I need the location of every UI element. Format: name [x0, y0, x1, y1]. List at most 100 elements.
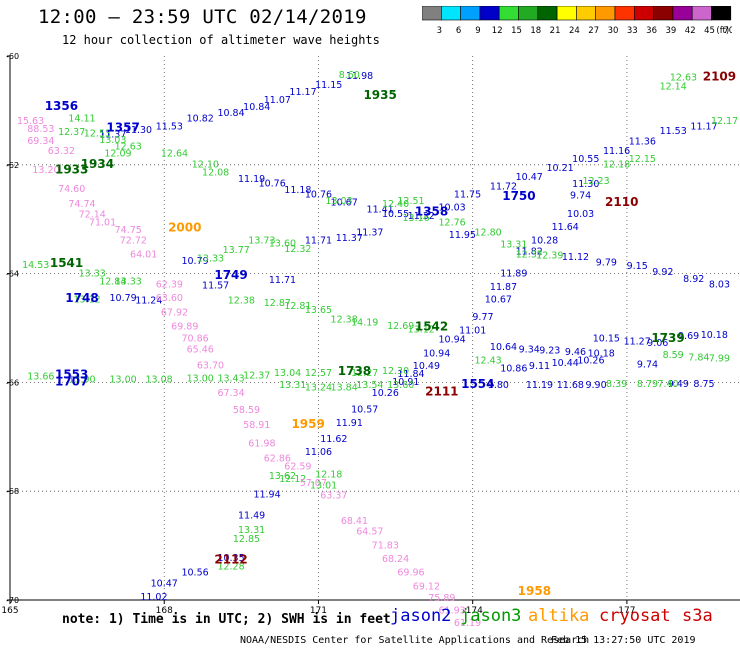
altika-swh-point: 61.93	[439, 606, 466, 617]
altika-swh-point: 68.41	[341, 516, 368, 527]
jason3-swh-point: 12.14	[660, 82, 687, 93]
jason3-swh-point: 12.40	[382, 199, 409, 210]
pass-time-label: 2112	[214, 553, 247, 567]
jason3-swh-point: 12.57	[305, 368, 332, 379]
jason3-swh-point: 13.12	[74, 294, 101, 305]
jason2-swh-point: 10.57	[351, 404, 378, 415]
altika-swh-point: 74.75	[115, 225, 142, 236]
jason2-swh-point: 11.36	[629, 137, 656, 148]
jason3-swh-point: 12.18	[315, 470, 342, 481]
altika-swh-point: 72.72	[120, 236, 147, 247]
jason2-swh-point: 11.49	[238, 510, 265, 521]
jason2-swh-point: 11.57	[202, 280, 229, 291]
jason2-swh-point: 10.82	[187, 113, 214, 124]
jason3-swh-point: 13.54	[356, 380, 383, 391]
jason3-swh-point: 13.00	[109, 374, 136, 385]
jason3-swh-point: 12.84	[99, 276, 126, 287]
jason3-swh-point: 13.08	[145, 374, 172, 385]
jason3-swh-point: 12.15	[629, 154, 656, 165]
jason2-swh-point: 11.01	[459, 325, 486, 336]
jason3-swh-point: 13.33	[79, 268, 106, 279]
jason2-swh-point: 11.71	[269, 275, 296, 286]
pass-time-label: 1748	[65, 291, 98, 305]
jason3-swh-point: 13.77	[223, 245, 250, 256]
altika-swh-point: 64.01	[130, 249, 157, 260]
jason2-swh-point: 10.79	[181, 256, 208, 267]
y-tick-label: -68	[6, 487, 19, 496]
legend-s3a: s3a	[682, 606, 713, 626]
jason2-swh-point: 11.32	[408, 211, 435, 222]
jason2-swh-point: 11.37	[356, 228, 383, 239]
jason2-swh-point: 9.77	[472, 312, 493, 323]
pass-time-label: 1738	[338, 364, 371, 378]
jason2-swh-point: 9.06	[647, 338, 668, 349]
jason3-swh-point: 14.11	[68, 113, 95, 124]
color-bin-label: 70	[723, 26, 732, 36]
jason2-swh-point: 9.90	[585, 380, 606, 391]
jason2-swh-point: 11.84	[397, 369, 424, 380]
jason2-swh-point: 11.91	[336, 418, 363, 429]
altika-swh-point: 58.59	[233, 405, 260, 416]
jason2-swh-point: 10.26	[577, 355, 604, 366]
color-scale-unit: (ft)	[716, 26, 729, 36]
legend-cryosat: cryosat	[599, 606, 671, 626]
altika-swh-point: 62.39	[156, 280, 183, 291]
pass-time-label: 2111	[425, 384, 458, 398]
pass-time-label: 1707	[55, 375, 88, 389]
jason2-swh-point: 11.71	[305, 236, 332, 247]
jason2-swh-point: 10.84	[243, 102, 270, 113]
jason3-swh-point: 12.32	[284, 244, 311, 255]
jason3-swh-point: 8.79	[637, 379, 658, 390]
jason3-swh-point: 13.24	[305, 383, 332, 394]
altika-swh-point: 74.60	[58, 184, 85, 195]
jason2-swh-point: 11.17	[289, 87, 316, 98]
jason2-swh-point: 11.30	[125, 125, 152, 136]
altika-swh-point: 63.37	[320, 490, 347, 501]
altika-swh-point: 67.92	[161, 307, 188, 318]
jason3-swh-point: 13.12	[408, 324, 435, 335]
jason2-swh-point: 9.34	[519, 344, 540, 355]
jason2-swh-point: 10.21	[546, 163, 573, 174]
jason2-swh-point: 9.49	[668, 379, 689, 390]
jason2-swh-point: 11.82	[516, 247, 543, 258]
altika-swh-point: 13.20	[32, 165, 59, 176]
jason3-swh-point: 13.43	[217, 373, 244, 384]
pass-time-label: 1959	[291, 417, 324, 431]
jason3-swh-point: 13.65	[305, 305, 332, 316]
altika-swh-point: 64.57	[356, 527, 383, 538]
jason3-swh-point: 13.60	[269, 238, 296, 249]
jason3-swh-point: 12.08	[202, 168, 229, 179]
color-bin-label: 39	[665, 26, 676, 36]
chart-subtitle: 12 hour collection of altimeter wave hei…	[62, 33, 380, 47]
jason2-swh-point: 11.94	[253, 490, 280, 501]
legend-jason3: jason3	[460, 606, 522, 626]
jason2-swh-point: 9.15	[627, 261, 648, 272]
altika-swh-point: 62.59	[284, 461, 311, 472]
swh-color-scale: 3 6 9 12 15 18 21 24 27 30 33 36 39 42 45 70(ft)	[422, 6, 732, 36]
pass-time-label: 1750	[502, 189, 535, 203]
jason3-swh-point: 7.99	[709, 354, 730, 365]
jason2-swh-point: 9.23	[539, 346, 560, 357]
footer-note: note: 1) Time is in UTC; 2) SWH is in fe…	[62, 612, 391, 627]
altika-swh-point: 71.83	[372, 540, 399, 551]
jason2-swh-point: 10.55	[572, 154, 599, 165]
pass-time-label: 1933	[55, 163, 88, 177]
pass-time-label: 1554	[461, 377, 494, 391]
jason2-swh-point: 11.53	[156, 121, 183, 132]
pass-time-label: 2109	[703, 69, 736, 83]
jason2-swh-point: 10.79	[109, 293, 136, 304]
color-bin-label: 42	[685, 26, 696, 36]
jason3-swh-point: 13.90	[68, 374, 95, 385]
color-bin-label: 3	[437, 26, 442, 36]
altika-swh-point: 57.07	[300, 478, 327, 489]
jason2-swh-point: 8.75	[693, 379, 714, 390]
jason2-swh-point: 11.19	[526, 380, 553, 391]
jason3-swh-point: 13.33	[115, 276, 142, 287]
jason2-swh-point: 11.19	[238, 174, 265, 185]
jason3-swh-point: 13.03	[99, 135, 126, 146]
jason2-swh-point: 10.35	[217, 553, 244, 564]
jason2-swh-point: 10.76	[259, 179, 286, 190]
jason3-swh-point: 12.53	[84, 129, 111, 140]
jason3-swh-point: 13.01	[310, 480, 337, 491]
legend-altika: altika	[528, 606, 590, 626]
